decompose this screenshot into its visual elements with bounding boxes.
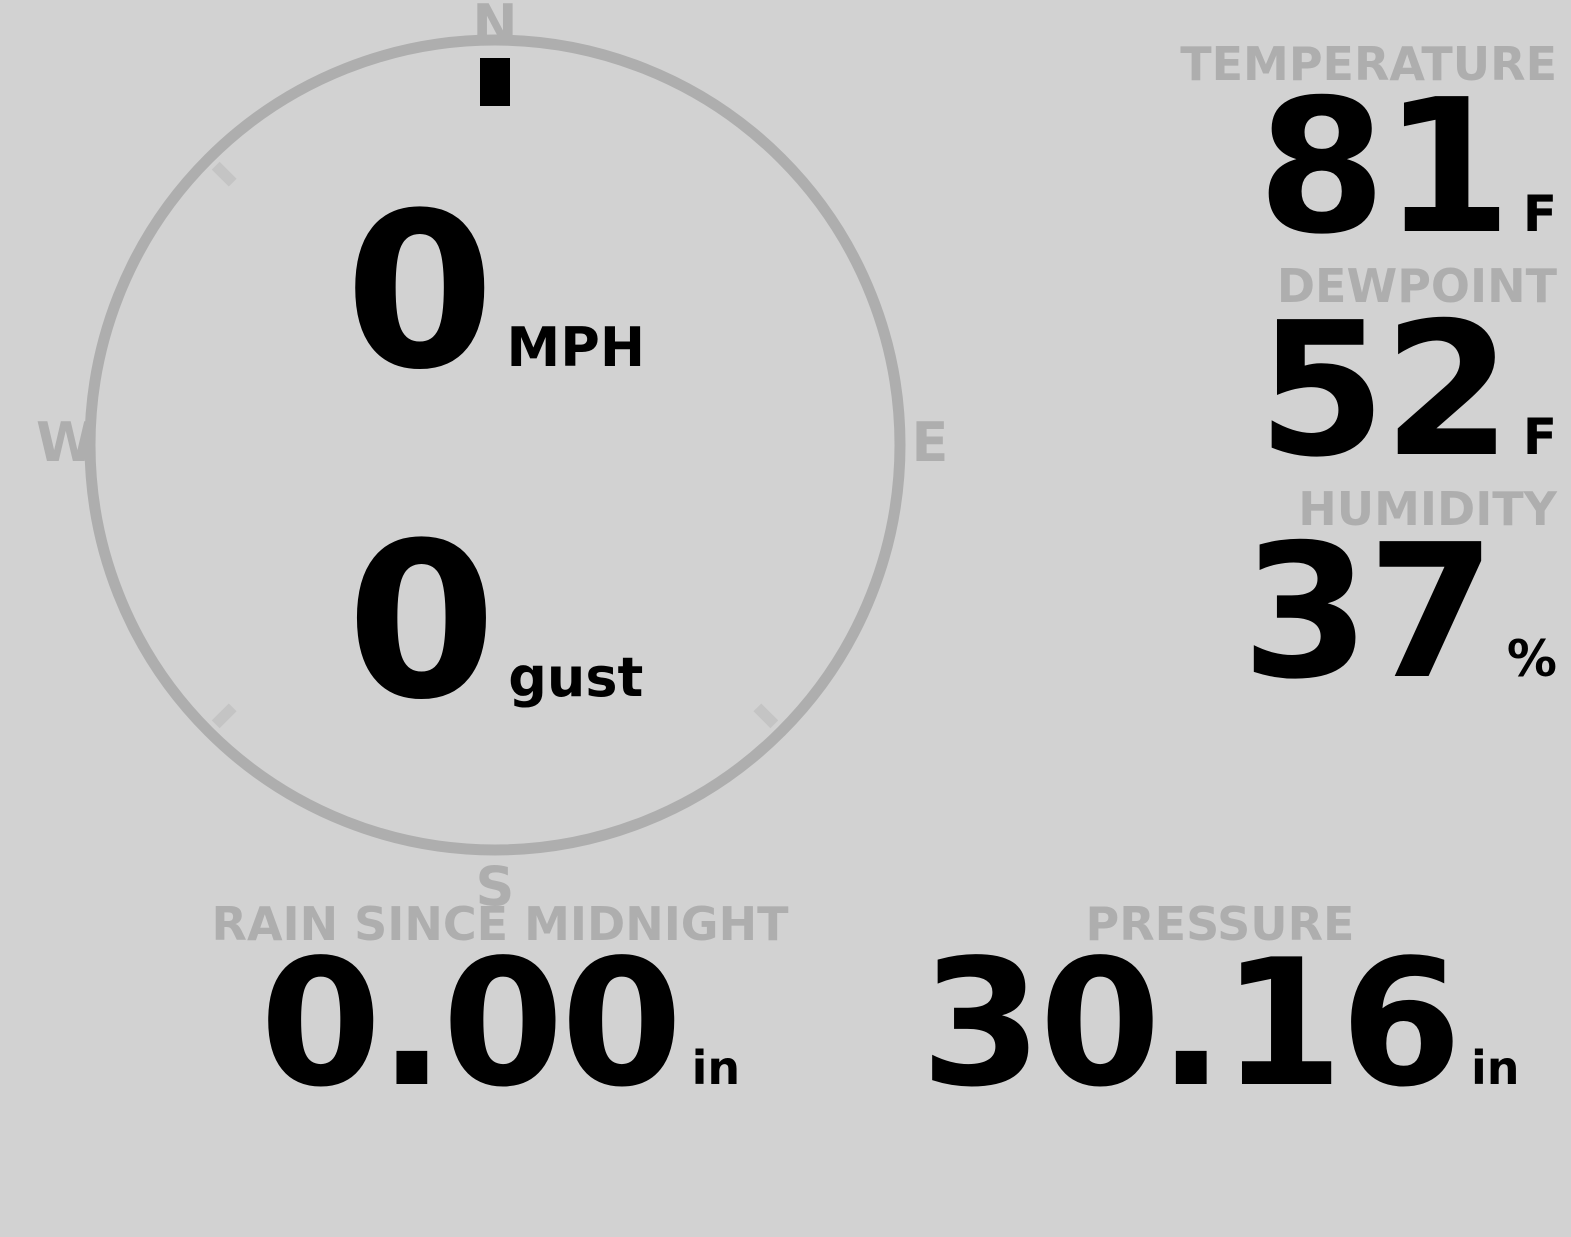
compass-label-west: W [36, 411, 96, 474]
stat-rain-value: 0.00 [259, 923, 683, 1127]
stat-rain-label: RAIN SINCE MIDNIGHT [211, 897, 789, 951]
stat-rain-unit: in [691, 1041, 741, 1096]
stat-temperature-value: 81 [1257, 59, 1511, 276]
stat-temperature-value-row: 81 F [1117, 59, 1557, 276]
stat-dewpoint-value-row: 52 F [1117, 281, 1557, 498]
stat-column: TEMPERATURE 81 F DEWPOINT 52 F HUMIDITY … [1117, 40, 1557, 707]
stat-pressure-value-row: 30.16 in [880, 923, 1560, 1127]
stat-pressure-value: 30.16 [920, 923, 1462, 1127]
stat-dewpoint-label: DEWPOINT [1276, 259, 1557, 314]
stat-pressure-label: PRESSURE [1085, 897, 1355, 951]
stat-rain-since-midnight: RAIN SINCE MIDNIGHT 0.00 in [180, 897, 820, 1127]
stat-dewpoint-unit: F [1522, 407, 1557, 466]
compass-tick-225 [211, 703, 237, 729]
wind-speed-unit: MPH [506, 316, 646, 379]
stat-dewpoint: DEWPOINT 52 F [1117, 259, 1557, 498]
stat-rain-value-row: 0.00 in [180, 923, 820, 1127]
wind-speed-value: 0 [344, 166, 495, 417]
stat-humidity: HUMIDITY 37 % [1117, 481, 1557, 721]
stat-pressure-unit: in [1471, 1041, 1520, 1096]
wind-gust-unit: gust [508, 646, 644, 709]
wind-direction-marker [480, 58, 510, 106]
stat-humidity-unit: % [1506, 630, 1557, 689]
compass-label-east: E [911, 411, 949, 474]
stat-humidity-value-row: 37 % [1117, 504, 1557, 721]
stat-humidity-label: HUMIDITY [1298, 481, 1557, 536]
stat-dewpoint-value: 52 [1257, 281, 1511, 498]
compass-tick-marks [211, 161, 779, 729]
wind-gust-readout: 0 gust [80, 496, 910, 747]
compass-label-north: N [472, 0, 518, 56]
bottom-stat-row: RAIN SINCE MIDNIGHT 0.00 in PRESSURE 30.… [0, 900, 1571, 1130]
compass-dial-graphic [84, 34, 906, 856]
compass-label-south: S [475, 855, 515, 918]
compass-tick-135 [753, 703, 779, 729]
stat-temperature-label: TEMPERATURE [1180, 37, 1557, 91]
stat-temperature: TEMPERATURE 81 F [1117, 37, 1557, 276]
stat-humidity-value: 37 [1241, 504, 1495, 721]
compass-ring [84, 34, 906, 856]
compass-tick-315 [211, 161, 237, 187]
stat-temperature-unit: F [1522, 185, 1557, 244]
stat-pressure: PRESSURE 30.16 in [880, 897, 1560, 1127]
wind-compass: N E S W 0 MPH 0 gust [36, 0, 948, 914]
wind-speed-readout: 0 MPH [80, 166, 910, 417]
wind-gust-value: 0 [346, 496, 497, 747]
